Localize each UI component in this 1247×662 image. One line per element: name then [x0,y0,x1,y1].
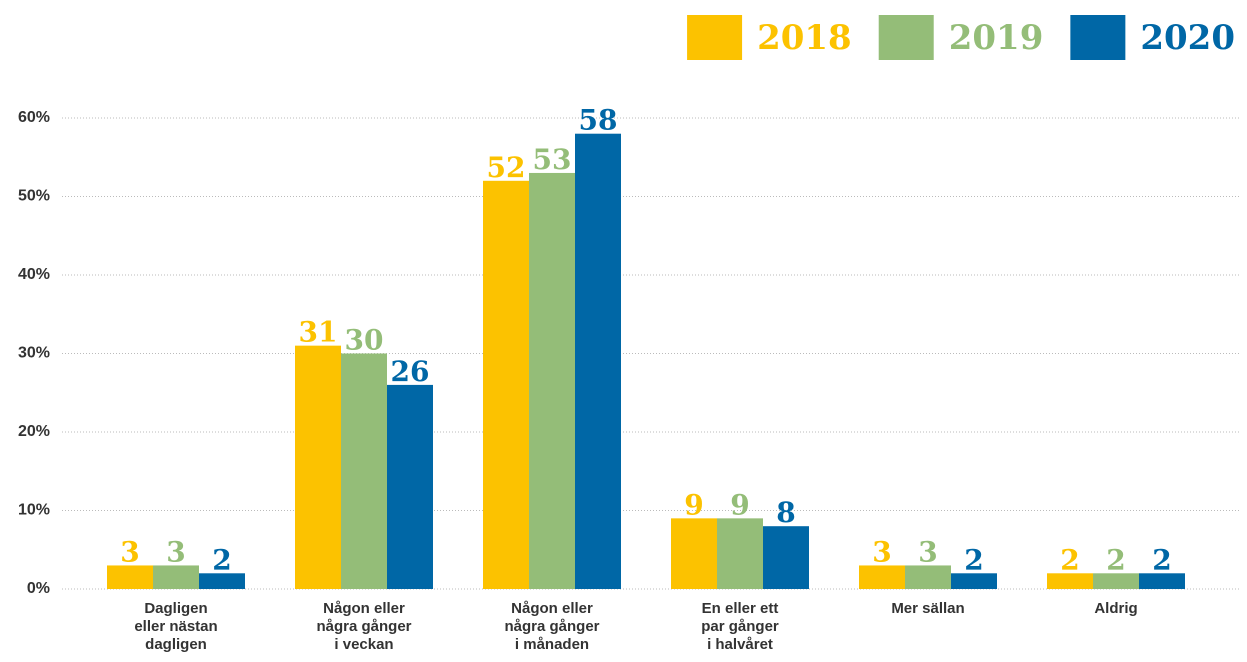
data-label: 2 [212,543,231,576]
legend-label: 2020 [1140,18,1235,58]
x-tick-label: Någon eller några gånger i veckan [316,600,412,653]
data-label: 2 [1152,543,1171,576]
data-label: 3 [918,535,937,568]
data-label: 3 [120,535,139,568]
data-label: 2 [964,543,983,576]
data-label: 53 [533,143,572,176]
legend-label: 2019 [949,18,1044,58]
legend-label: 2018 [757,18,852,58]
data-label: 30 [345,324,384,357]
bar [717,518,763,589]
data-label: 3 [166,535,185,568]
bar [1093,573,1139,589]
x-tick-label: Mer sällan [891,600,965,617]
legend-swatch [687,15,743,60]
y-tick-label: 0% [27,580,50,597]
y-tick-label: 10% [18,502,50,519]
bar [341,353,387,589]
data-label: 2 [1106,543,1125,576]
bar [529,172,575,589]
data-label: 31 [299,316,338,349]
x-tick-label: Dagligen eller nästan dagligen [134,600,218,653]
x-tick-label: Någon eller några gånger i månaden [504,600,600,653]
bar [1139,573,1185,589]
bar [905,565,951,589]
data-label: 2 [1060,543,1079,576]
bar [763,526,809,589]
bar [671,518,717,589]
bar [1047,573,1093,589]
x-tick-label: Aldrig [1094,600,1138,617]
bar [107,565,153,589]
data-label: 3 [872,535,891,568]
bar [295,345,341,589]
bar [387,384,433,589]
data-label: 9 [684,488,703,521]
y-tick-label: 50% [18,188,50,205]
bar [153,565,199,589]
y-tick-label: 20% [18,423,50,440]
data-label: 58 [579,104,618,137]
y-tick-label: 60% [18,109,50,126]
data-label: 52 [487,151,526,184]
bar [575,133,621,589]
data-label: 8 [776,496,795,529]
data-label: 9 [730,488,749,521]
legend-swatch [1070,15,1126,60]
bar [951,573,997,589]
bar [199,573,245,589]
bar [859,565,905,589]
bar [483,180,529,590]
y-tick-label: 30% [18,345,50,362]
y-tick-label: 40% [18,266,50,283]
data-label: 26 [391,355,430,388]
legend-swatch [878,15,934,60]
x-tick-label: En eller ett par gånger i halvåret [701,600,779,653]
